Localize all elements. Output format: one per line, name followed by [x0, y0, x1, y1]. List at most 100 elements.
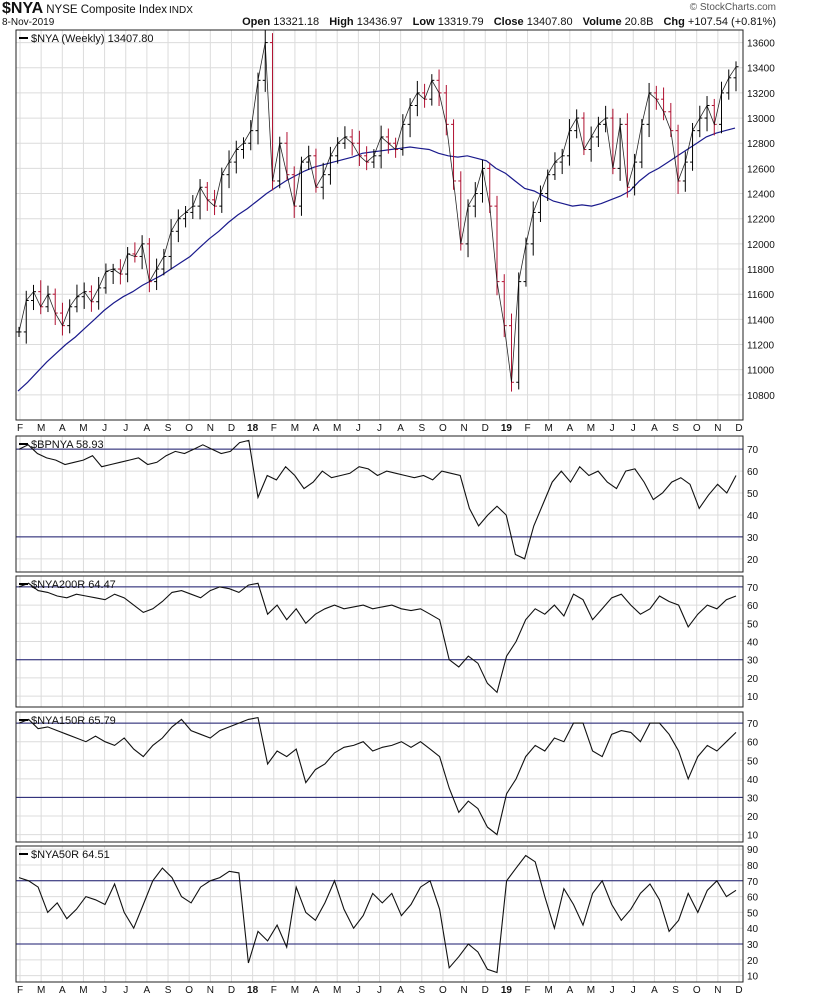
price-bar — [465, 199, 471, 258]
x-tick-label: N — [207, 985, 214, 996]
price-bar — [132, 242, 138, 263]
x-tick-label: D — [228, 423, 235, 434]
price-bar — [458, 171, 464, 251]
panel-title: $NYA (Weekly) 13407.80 — [31, 33, 154, 45]
x-tick-label: D — [482, 423, 489, 434]
price-bar — [704, 96, 710, 132]
y-tick-label: 70 — [747, 445, 759, 456]
volume-value: 20.8B — [624, 16, 654, 28]
price-bar — [117, 259, 123, 285]
price-bar — [595, 116, 601, 147]
x-tick-label: J — [356, 985, 361, 996]
price-bar — [88, 285, 94, 312]
y-tick-label: 11800 — [747, 265, 775, 276]
price-bar — [197, 179, 203, 220]
x-tick-label: A — [59, 985, 66, 996]
price-bar — [356, 130, 362, 166]
y-tick-label: 10 — [747, 972, 759, 983]
y-tick-label: 30 — [747, 940, 759, 951]
y-tick-label: 50 — [747, 619, 759, 630]
price-bar — [277, 136, 283, 189]
price-bar — [530, 201, 536, 256]
price-bar — [349, 129, 355, 156]
y-tick-label: 30 — [747, 533, 759, 544]
panel-title: $BPNYA 58.93 — [31, 439, 104, 451]
y-tick-label: 10 — [747, 692, 759, 703]
x-tick-label: J — [102, 423, 107, 434]
y-tick-label: 11600 — [747, 290, 775, 301]
price-bar — [559, 148, 565, 175]
price-bar — [183, 206, 189, 228]
y-tick-label: 60 — [747, 601, 759, 612]
x-tick-label: S — [165, 423, 172, 434]
indicator-line — [18, 439, 737, 560]
y-tick-label: 30 — [747, 793, 759, 804]
y-tick-label: 60 — [747, 467, 759, 478]
open-value: 13321.18 — [273, 16, 320, 28]
high-value: 13436.97 — [356, 16, 403, 28]
y-tick-label: 80 — [747, 861, 759, 872]
index-name: NYSE Composite Index — [46, 4, 168, 16]
x-tick-label: O — [185, 423, 193, 434]
price-bar — [733, 61, 739, 92]
x-tick-label: M — [79, 985, 87, 996]
x-tick-label: M — [587, 423, 595, 434]
x-tick-label: A — [313, 985, 320, 996]
exchange-label: INDX — [169, 5, 193, 16]
x-tick-label: N — [460, 423, 467, 434]
panel-frame — [15, 711, 744, 843]
y-tick-label: 12200 — [747, 215, 775, 226]
price-bar — [537, 185, 543, 222]
price-bar — [291, 166, 297, 218]
y-tick-label: 90 — [747, 845, 759, 856]
x-tick-label: M — [587, 985, 595, 996]
close-value: 13407.80 — [526, 16, 573, 28]
price-bar — [400, 114, 406, 156]
x-tick-label: S — [672, 985, 679, 996]
y-tick-label: 13200 — [747, 89, 775, 100]
y-tick-label: 40 — [747, 511, 759, 522]
panel-2: 20 30 40 50 60 70 $BPNYA 58.93 — [15, 435, 759, 573]
panel-title: $NYA50R 64.51 — [31, 849, 110, 861]
x-tick-label: J — [631, 423, 636, 434]
price-bar — [429, 74, 435, 106]
price-close-line — [18, 42, 737, 383]
y-tick-label: 30 — [747, 656, 759, 667]
x-tick-label: S — [672, 423, 679, 434]
panel-frame — [15, 845, 744, 983]
price-bar — [154, 258, 160, 291]
x-tick-label: D — [735, 423, 742, 434]
x-tick-label: 18 — [247, 423, 259, 434]
x-tick-label: 18 — [247, 985, 259, 996]
price-bar — [110, 263, 116, 285]
price-bar — [682, 151, 688, 192]
low-value: 13319.79 — [437, 16, 484, 28]
x-tick-label: A — [651, 423, 658, 434]
x-tick-label: O — [693, 423, 701, 434]
price-bar — [639, 119, 645, 169]
price-bar — [226, 150, 232, 189]
y-tick-label: 20 — [747, 555, 759, 566]
x-tick-label: D — [482, 985, 489, 996]
x-tick-label: J — [356, 423, 361, 434]
price-bar — [675, 124, 681, 194]
panel-frame — [15, 435, 744, 573]
price-bar — [139, 235, 145, 270]
x-tick-label: M — [545, 985, 553, 996]
y-tick-label: 50 — [747, 908, 759, 919]
price-bar — [81, 282, 87, 309]
indicator-line — [18, 582, 737, 694]
price-bar — [284, 132, 290, 180]
y-tick-label: 70 — [747, 877, 759, 888]
symbol-label: $NYA — [2, 0, 44, 17]
x-tick-label: 19 — [501, 423, 513, 434]
x-tick-label: S — [418, 423, 425, 434]
price-bar — [588, 126, 594, 162]
x-tick-label: N — [714, 423, 721, 434]
price-bar — [212, 189, 218, 216]
x-tick-label: M — [333, 985, 341, 996]
y-tick-label: 50 — [747, 489, 759, 500]
price-bar — [298, 156, 304, 216]
close-label: Close — [493, 16, 524, 28]
